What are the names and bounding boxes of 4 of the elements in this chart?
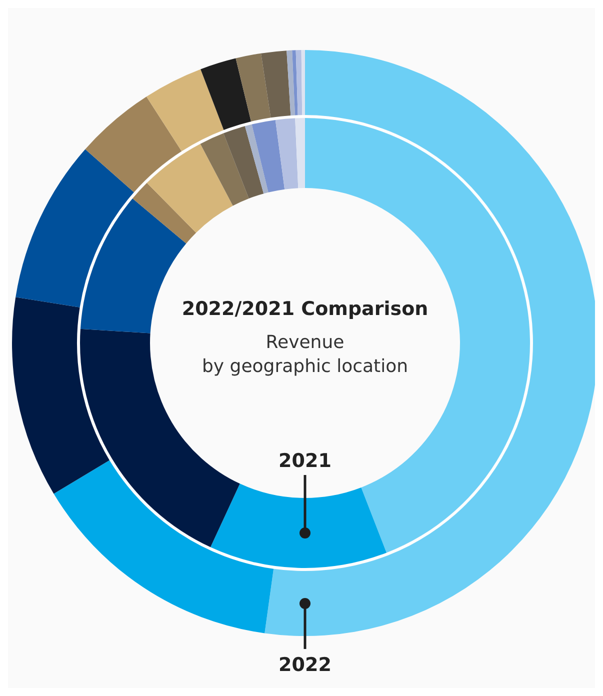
legend-label: 2022: [278, 654, 332, 676]
text: 2022/2021 Comparison: [182, 298, 428, 320]
slice-label: 2021: [278, 450, 332, 472]
text: Revenue by geographic location: [202, 332, 408, 377]
